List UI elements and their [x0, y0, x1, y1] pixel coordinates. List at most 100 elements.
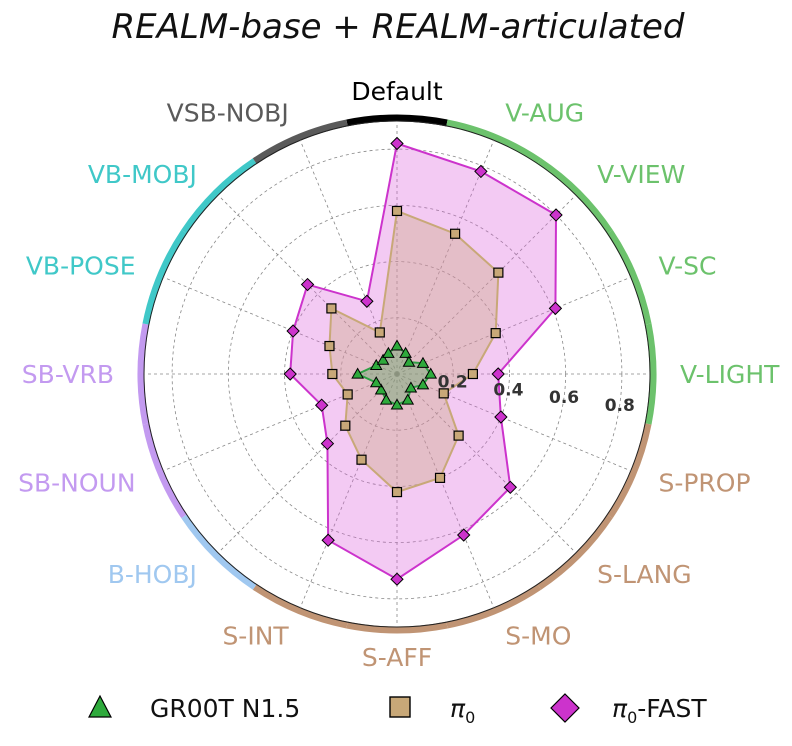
series-marker — [390, 572, 404, 586]
grid-spoke — [163, 373, 398, 472]
category-label: V-LIGHT — [680, 360, 780, 389]
grid-spoke — [299, 373, 398, 608]
series-marker — [493, 267, 504, 278]
radial-tick-label: 0.2 — [438, 373, 468, 393]
category-label: V-VIEW — [597, 160, 685, 189]
grid-spoke — [396, 194, 577, 375]
category-arc — [181, 514, 257, 590]
series-marker — [351, 367, 365, 379]
radial-tick-label: 0.6 — [549, 388, 579, 408]
category-label: SB-VRB — [22, 360, 114, 389]
grid-circle — [284, 261, 510, 487]
series-marker — [416, 356, 430, 368]
series-marker — [424, 367, 438, 379]
series-marker — [360, 294, 374, 308]
category-arc — [446, 119, 542, 165]
series-marker — [391, 486, 403, 498]
series-marker — [390, 398, 404, 410]
series-marker — [390, 136, 404, 151]
grid-spoke — [217, 373, 398, 554]
category-label: S-INT — [222, 621, 289, 650]
grid-spoke — [396, 373, 631, 472]
grid-spoke — [396, 373, 495, 608]
series-marker — [491, 367, 505, 381]
series-layer — [283, 136, 563, 586]
category-label: V-SC — [658, 252, 716, 281]
radar-grid — [144, 121, 650, 627]
series-marker — [456, 528, 471, 542]
legend-item: GR00T N1.5 — [88, 694, 300, 723]
series-marker — [474, 164, 488, 179]
series-marker — [453, 430, 464, 441]
grid-spoke — [396, 140, 495, 375]
series-marker — [324, 340, 335, 352]
category-arc — [252, 119, 348, 165]
series-marker — [390, 339, 404, 351]
series-marker — [404, 381, 418, 393]
category-label: Default — [351, 77, 443, 106]
series-marker — [399, 346, 412, 358]
category-arc — [252, 583, 348, 629]
series-marker — [340, 420, 351, 431]
category-arc — [606, 423, 652, 519]
series-marker — [434, 472, 446, 483]
category-label: B-HOBJ — [108, 560, 197, 589]
category-label: VB-MOBJ — [88, 160, 197, 189]
category-label: S-MO — [505, 621, 571, 650]
series-marker — [342, 389, 353, 400]
series-marker — [286, 324, 300, 338]
series-marker — [320, 436, 335, 451]
series-marker — [549, 208, 563, 222]
category-label: S-LANG — [597, 560, 692, 589]
series-marker — [374, 327, 385, 338]
series-marker — [300, 277, 315, 292]
series-marker — [326, 303, 337, 314]
series-marker — [314, 398, 329, 412]
legend-label: GR00T N1.5 — [150, 694, 300, 723]
series-marker — [449, 228, 461, 239]
series-marker — [327, 368, 338, 380]
grid-spoke — [396, 276, 631, 375]
series-marker — [438, 388, 449, 399]
series-marker — [503, 480, 518, 495]
category-label: VSB-NOBJ — [167, 99, 289, 128]
series-marker — [402, 355, 416, 367]
category-label: S-PROP — [658, 468, 750, 497]
category-arc — [142, 423, 188, 519]
category-label: V-AUG — [505, 99, 584, 128]
category-arc — [537, 514, 613, 590]
legend-marker — [550, 693, 580, 723]
legend: GR00T N1.5 π0 π0-FAST — [88, 693, 707, 727]
legend-item: π0-FAST — [550, 693, 707, 727]
radial-tick-label: 0.4 — [493, 380, 523, 400]
series-marker — [416, 378, 430, 390]
radial-tick-label: 0.8 — [605, 396, 635, 416]
series-marker — [490, 328, 501, 339]
grid-spoke — [396, 373, 577, 554]
series-marker — [391, 205, 403, 217]
category-arc — [137, 323, 150, 425]
legend-marker — [88, 694, 112, 718]
grid-spoke — [163, 276, 398, 375]
series-marker — [369, 376, 383, 388]
category-arc — [142, 229, 188, 325]
category-label: VB-POSE — [26, 252, 136, 281]
category-arc — [606, 229, 652, 325]
category-arc — [346, 114, 448, 127]
category-label: S-AFF — [362, 643, 432, 672]
series-marker — [321, 533, 335, 547]
category-labels: Default V-AUG V-VIEW V-SC V-LIGHT S-PROP S-LAN… — [18, 77, 780, 672]
series-marker — [494, 410, 508, 424]
category-arc — [644, 323, 657, 425]
series-marker — [548, 301, 563, 316]
series-marker — [374, 383, 388, 395]
series-marker — [467, 368, 478, 380]
series-marker — [401, 393, 415, 405]
category-label: SB-NOUN — [18, 468, 135, 497]
legend-marker — [389, 696, 411, 718]
series-marker — [356, 454, 367, 465]
category-arc — [346, 621, 448, 634]
legend-label: π0-FAST — [612, 694, 707, 727]
radial-tick-labels: 0.2 0.4 0.6 0.8 — [438, 373, 635, 416]
